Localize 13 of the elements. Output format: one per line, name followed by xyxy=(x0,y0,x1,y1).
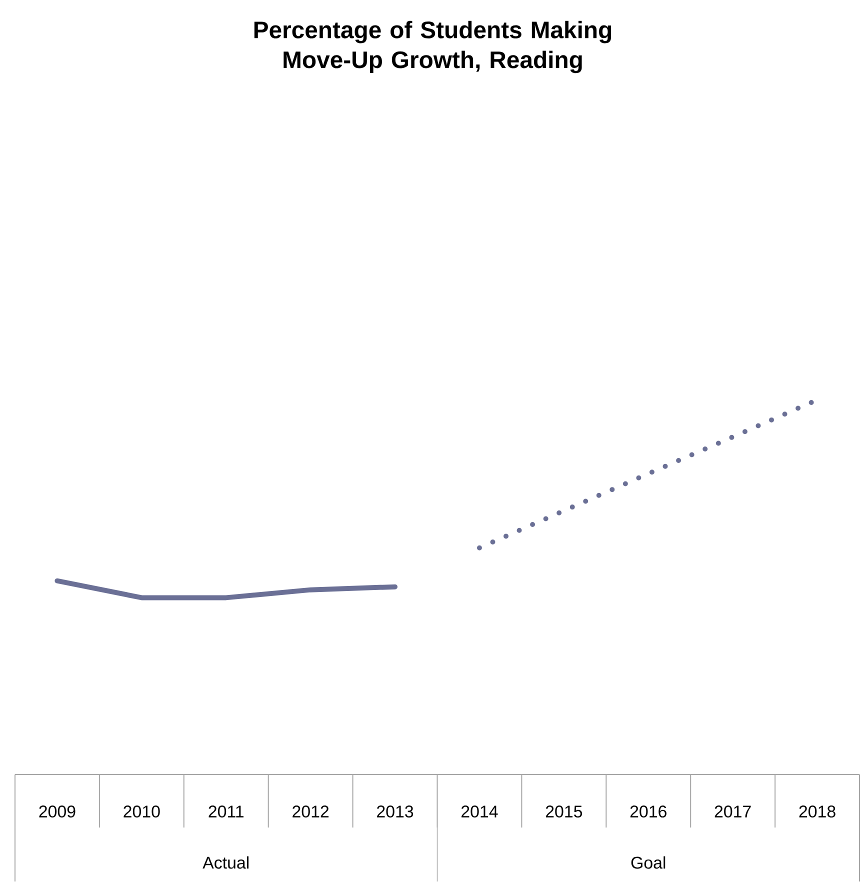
text: Actual xyxy=(202,856,249,869)
x-tick-label: 2010 xyxy=(124,806,160,818)
x-tick-label: 2012 xyxy=(292,806,329,818)
x-tick-label: 2015 xyxy=(546,806,582,818)
x-tick-label: 2013 xyxy=(377,806,414,818)
x-tick-label: 2016 xyxy=(630,806,667,818)
chart-title: Percentage of Students Making Move-Up Growth, Reading xyxy=(254,20,612,74)
x-tick-label: 2018 xyxy=(800,806,836,818)
x-tick-label: 2011 xyxy=(209,806,244,818)
x-tick-label: 2014 xyxy=(462,806,498,818)
x-tick-label: 2017 xyxy=(715,806,752,818)
x-tick-label: 2009 xyxy=(40,806,76,818)
text: Goal xyxy=(632,856,666,869)
